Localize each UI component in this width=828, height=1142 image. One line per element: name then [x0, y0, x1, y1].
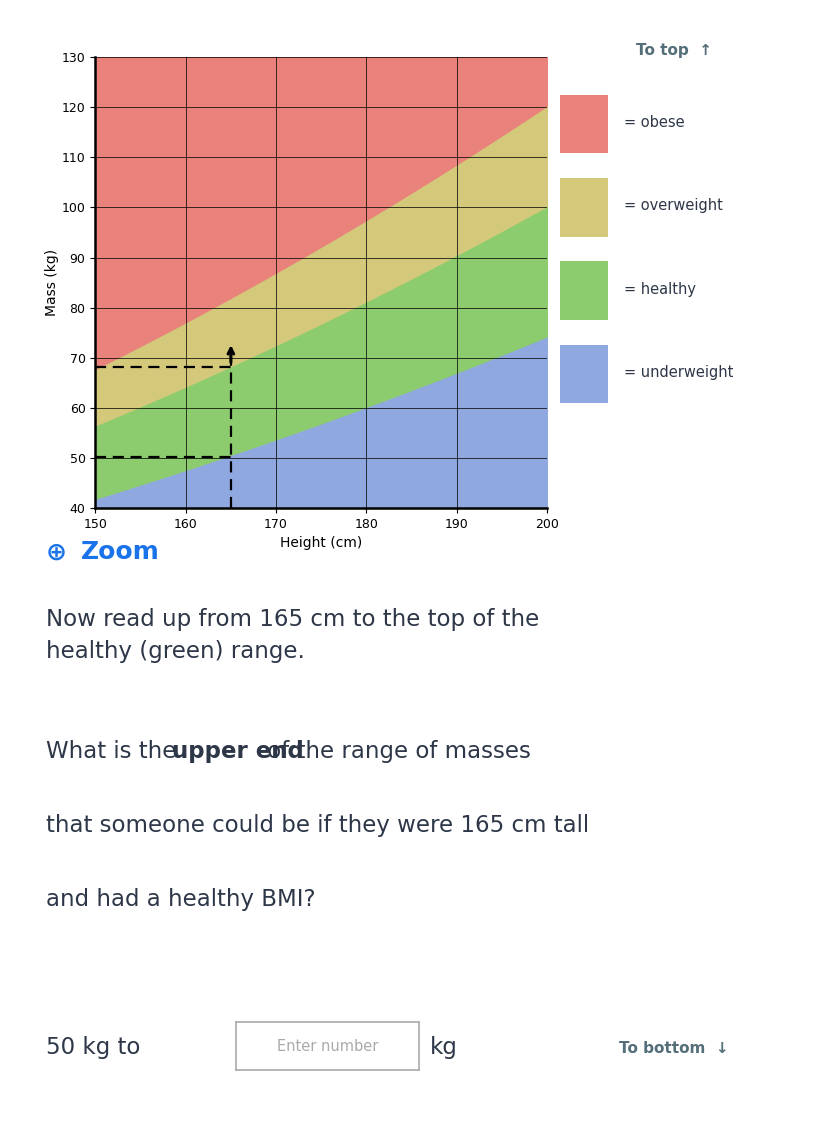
Text: To top  ↑: To top ↑: [635, 42, 710, 58]
FancyBboxPatch shape: [559, 262, 607, 320]
Text: Now read up from 165 cm to the top of the
healthy (green) range.: Now read up from 165 cm to the top of th…: [46, 608, 538, 664]
Text: upper end: upper end: [171, 740, 303, 763]
Text: 50 kg to: 50 kg to: [46, 1036, 140, 1059]
Text: Enter number: Enter number: [277, 1038, 378, 1054]
FancyBboxPatch shape: [559, 345, 607, 403]
X-axis label: Height (cm): Height (cm): [280, 537, 362, 550]
Text: To bottom  ↓: To bottom ↓: [618, 1040, 728, 1056]
Text: that someone could be if they were 165 cm tall: that someone could be if they were 165 c…: [46, 814, 588, 837]
Text: = underweight: = underweight: [623, 365, 733, 380]
FancyBboxPatch shape: [559, 178, 607, 236]
Text: Zoom: Zoom: [81, 540, 160, 564]
Text: = obese: = obese: [623, 115, 684, 130]
FancyBboxPatch shape: [559, 95, 607, 153]
Text: = overweight: = overweight: [623, 199, 723, 214]
Y-axis label: Mass (kg): Mass (kg): [45, 249, 59, 316]
Text: = healthy: = healthy: [623, 282, 696, 297]
Text: of the range of masses: of the range of masses: [260, 740, 531, 763]
Text: What is the: What is the: [46, 740, 183, 763]
Text: and had a healthy BMI?: and had a healthy BMI?: [46, 888, 315, 911]
Text: ⊕: ⊕: [46, 540, 66, 564]
Text: kg: kg: [429, 1036, 457, 1059]
